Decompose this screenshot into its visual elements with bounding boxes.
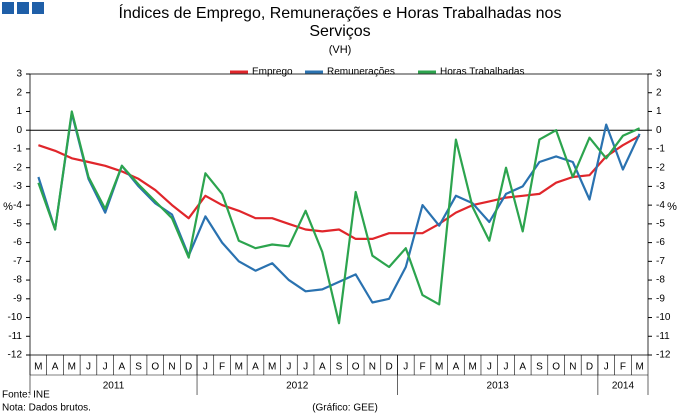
y-tick-label: -3 [13,181,22,192]
y-tick-label: 3 [16,69,22,80]
x-tick-label: J [604,362,609,373]
y-tick-label: 2 [16,87,22,98]
y-tick-label: -7 [13,256,22,267]
legend-label: Emprego [252,67,293,78]
y-tick-label: 1 [16,106,22,117]
source: Fonte: INE [2,390,50,401]
x-tick-label: J [504,362,509,373]
note: Nota: Dados brutos. [2,403,91,414]
x-tick-label: F [219,362,225,373]
y-tick-label: 3 [656,69,662,80]
x-tick-label: A [453,362,460,373]
x-tick-label: M [435,362,443,373]
y-tick-label: -9 [13,293,22,304]
y-tick-label: -8 [656,275,665,286]
y-axis-label: % [3,201,13,213]
x-tick-label: M [34,362,42,373]
y-tick-label: -10 [656,312,671,323]
logo-square [2,2,14,14]
logo-square [32,2,44,14]
y-tick-label: -7 [656,256,665,267]
x-tick-label: O [552,362,560,373]
x-tick-label: J [487,362,492,373]
y-tick-label: -8 [13,275,22,286]
x-tick-label: A [52,362,59,373]
x-group-label: 2012 [286,381,309,392]
x-tick-label: D [385,362,392,373]
y-tick-label: -11 [656,331,670,342]
x-tick-label: A [119,362,126,373]
y-tick-label: -12 [8,350,23,361]
x-tick-label: D [185,362,192,373]
x-tick-label: M [268,362,276,373]
x-tick-label: M [468,362,476,373]
x-tick-label: A [252,362,259,373]
x-tick-label: F [419,362,425,373]
chart-subtitle: (VH) [329,44,352,56]
y-tick-label: 2 [656,87,662,98]
x-tick-label: O [151,362,159,373]
y-tick-label: -3 [656,181,665,192]
logo-square [17,2,29,14]
series-line [37,112,641,304]
y-tick-label: 0 [656,125,662,136]
x-tick-label: J [403,362,408,373]
x-tick-label: A [319,362,326,373]
y-tick-label: 0 [16,125,22,136]
x-tick-label: S [336,362,343,373]
y-tick-label: -10 [8,312,23,323]
y-tick-label: -2 [13,162,22,173]
credit: (Gráfico: GEE) [312,403,378,414]
y-tick-label: -9 [656,293,665,304]
series-line [38,134,641,240]
x-group-label: 2014 [612,381,635,392]
legend-label: Remunerações [327,67,395,78]
chart-title: Índices de Emprego, Remunerações e Horas… [119,3,562,22]
y-axis-label: % [667,201,677,213]
x-tick-label: N [369,362,376,373]
x-tick-label: J [203,362,208,373]
x-tick-label: N [569,362,576,373]
x-tick-label: M [635,362,643,373]
x-tick-label: J [86,362,91,373]
x-tick-label: N [168,362,175,373]
x-tick-label: M [235,362,243,373]
y-tick-label: -4 [13,200,22,211]
x-tick-label: S [536,362,543,373]
y-tick-label: -5 [13,219,22,230]
x-tick-label: M [68,362,76,373]
y-tick-label: -11 [8,331,22,342]
y-tick-label: -1 [13,144,22,155]
plot-frame [29,73,649,356]
y-tick-label: 1 [656,106,662,117]
y-tick-label: -6 [13,237,22,248]
x-tick-label: J [103,362,108,373]
chart-title: Serviços [309,23,370,40]
x-tick-label: D [586,362,593,373]
x-tick-label: A [519,362,526,373]
x-tick-label: J [286,362,291,373]
x-group-label: 2013 [487,381,510,392]
y-tick-label: -6 [656,237,665,248]
y-tick-label: -2 [656,162,665,173]
y-tick-label: -5 [656,219,665,230]
series-line [37,110,641,325]
y-tick-label: -12 [656,350,671,361]
y-tick-label: -4 [656,200,665,211]
x-tick-label: S [135,362,142,373]
legend-label: Horas Trabalhadas [440,67,525,78]
x-group-label: 2011 [103,381,125,392]
x-tick-label: J [303,362,308,373]
y-tick-label: -1 [656,144,665,155]
x-tick-label: O [352,362,360,373]
x-tick-label: F [620,362,626,373]
